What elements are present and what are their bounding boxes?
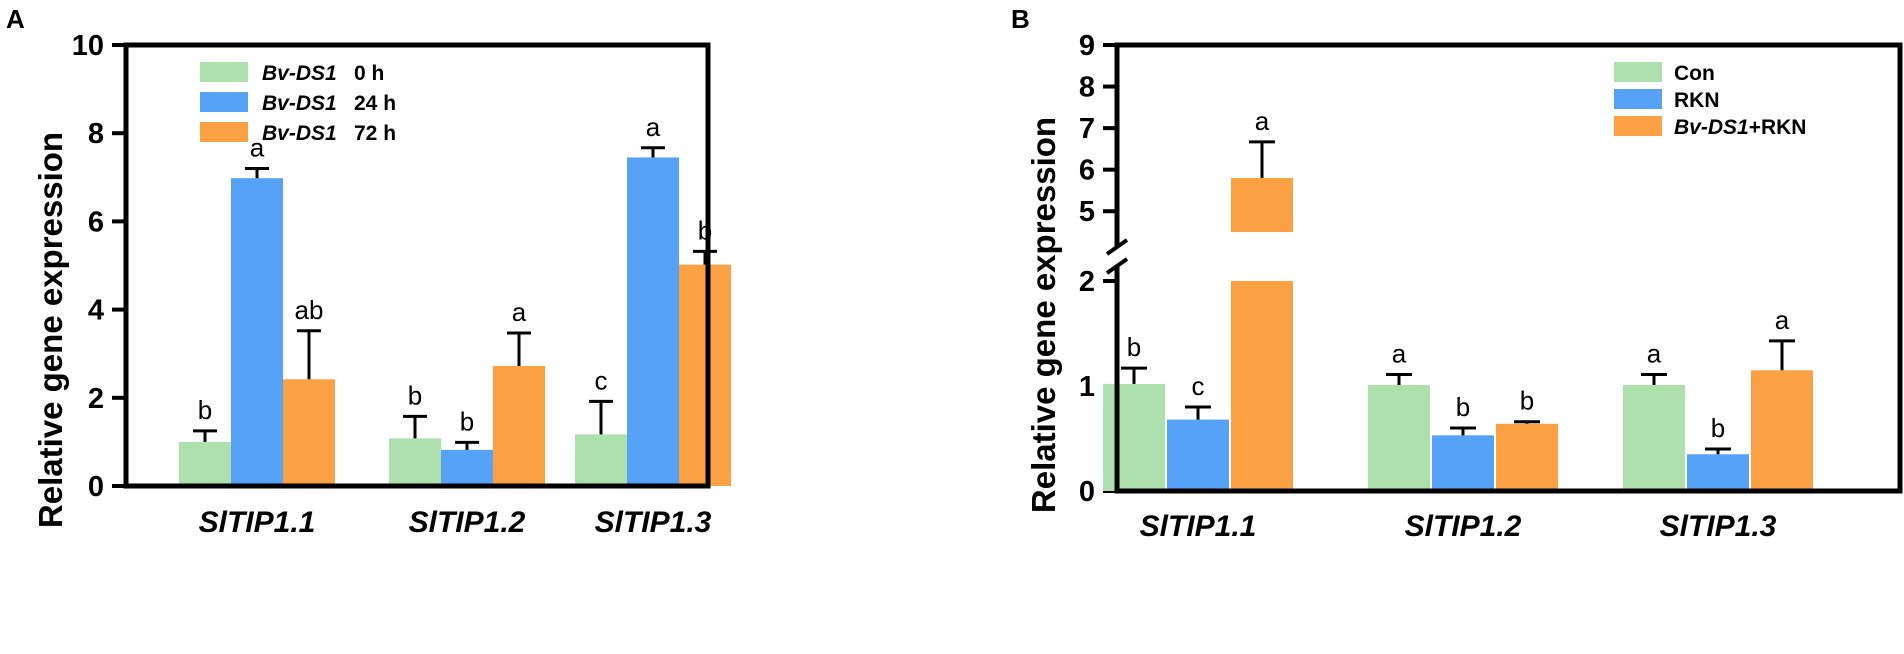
panel-b-y-tick-label: 1 — [1079, 371, 1095, 403]
panel-a-frame — [123, 42, 711, 489]
panel-b-significance-letter: c — [1192, 371, 1205, 401]
panel-b-axis-break-mark — [1105, 238, 1129, 256]
panel-b-significance-letter: b — [1456, 392, 1470, 422]
panel-b-significance-letter: a — [1775, 305, 1790, 335]
panel-b-legend: Con RKN Bv-DS1+RKN — [1614, 62, 1806, 139]
panel-b-bar — [1432, 435, 1494, 491]
panel-a-y-tick-label: 2 — [88, 383, 104, 415]
panel-a-significance-letter: b — [460, 406, 474, 436]
panel-b-y-axis-label: Relative gene expression — [1025, 117, 1062, 513]
panel-a-significance-letter: b — [408, 380, 422, 410]
panel-b-y-tick-label: 9 — [1079, 30, 1095, 62]
panel-b-legend-swatch — [1614, 62, 1662, 82]
panel-b-legend-name: RKN — [1674, 89, 1720, 112]
panel-b-bar — [1368, 384, 1430, 491]
panel-a-category-label: SlTIP1.1 — [199, 506, 316, 539]
panel-b-bar-lower — [1231, 281, 1293, 491]
panel-b-significance-letter: b — [1711, 413, 1725, 443]
panel-a-legend-name: Bv-DS1 — [262, 92, 337, 115]
panel-b-significance-letter: b — [1127, 332, 1141, 362]
panel-b-bar — [1496, 423, 1558, 491]
panel-a-significance-letter: a — [646, 112, 661, 142]
panel-b-significance-letter: a — [1647, 338, 1662, 368]
panel-b-y-tick-label: 2 — [1079, 266, 1095, 298]
panel-a-bar — [441, 449, 493, 486]
panel-a-legend-swatch — [200, 92, 248, 112]
panel-b-bar — [1167, 419, 1229, 491]
panel-b-y-tick-label: 6 — [1079, 155, 1095, 187]
panel-a-bar — [283, 379, 335, 486]
panel-b-significance-letter: a — [1392, 338, 1407, 368]
panel-a-legend-name: Bv-DS1 — [262, 62, 337, 85]
panel-a-significance-letter: c — [595, 365, 608, 395]
panel-a-bar — [179, 441, 231, 486]
panel-b-axis-break-mark — [1105, 257, 1129, 275]
panel-b-y-tick-label: 7 — [1079, 113, 1095, 145]
panel-a-category-label: SlTIP1.3 — [595, 506, 712, 539]
panel-a-y-tick-label: 4 — [88, 295, 104, 327]
panel-a-y-tick-label: 10 — [72, 30, 104, 62]
panel-a-bar — [575, 434, 627, 486]
panel-a-plot-area: 0246810baabSlTIP1.1bbaSlTIP1.2cabSlTIP1.… — [72, 30, 731, 539]
panel-b-category-label: SlTIP1.3 — [1660, 510, 1777, 543]
panel-a-y-tick-label: 0 — [88, 471, 104, 503]
panel-b-bar — [1623, 384, 1685, 491]
panel-a-bar — [231, 178, 283, 486]
panel-b-bar — [1751, 370, 1813, 491]
panel-b-significance-letter: a — [1255, 106, 1270, 136]
panel-b-frame — [1105, 42, 1903, 494]
panel-b-category-label: SlTIP1.1 — [1140, 510, 1257, 543]
panel-a-significance-letter: b — [198, 395, 212, 425]
panel-b-letter: B — [1011, 4, 1030, 34]
panel-b: B Relative gene expression 0 1 2 5 6 7 8 9 b c a Sl… — [1011, 4, 1903, 543]
panel-a-legend-name: Bv-DS1 — [262, 122, 337, 145]
panel-b-legend-swatch — [1614, 116, 1662, 136]
panel-a-significance-letter: a — [512, 297, 527, 327]
panel-b-significance-letter: b — [1520, 386, 1534, 416]
panel-a-legend-swatch — [200, 122, 248, 142]
panel-a-significance-letter: a — [250, 132, 265, 162]
panel-a-legend-swatch — [200, 62, 248, 82]
panel-a-y-tick-label: 8 — [88, 118, 104, 150]
panel-a-bar — [493, 366, 545, 486]
panel-b-legend-label: RKN — [1674, 89, 1720, 112]
panel-b-legend-name: +RKN — [1749, 116, 1807, 139]
panel-a-legend-suffix: 24 h — [354, 92, 396, 115]
panel-a-bar — [627, 157, 679, 486]
panel-b-plot-area: 0 1 2 5 6 7 8 9 b c a SlTIP1.1 a b b SlTIP1.2 a b a SlTIP1.… — [1079, 30, 1813, 543]
panel-b-legend-swatch — [1614, 89, 1662, 109]
panel-b-y-tick-label: 0 — [1079, 476, 1095, 508]
panel-a-category-label: SlTIP1.2 — [409, 506, 526, 539]
panel-b-legend-name: Con — [1674, 62, 1715, 85]
panel-a-bar — [389, 438, 441, 486]
panel-b-bar-upper — [1231, 177, 1293, 232]
panel-b-bar — [1687, 454, 1749, 491]
panel-b-category-label: SlTIP1.2 — [1405, 510, 1522, 543]
panel-a-bar — [679, 264, 731, 486]
panel-b-y-tick-label: 8 — [1079, 72, 1095, 104]
panel-b-legend-label: Con — [1674, 62, 1715, 85]
panel-a-legend-suffix: 0 h — [354, 62, 384, 85]
panel-b-bar — [1103, 383, 1165, 491]
panel-a-y-tick-label: 6 — [88, 206, 104, 238]
panel-a-legend: Bv-DS1 0 h Bv-DS1 24 h Bv-DS1 72 h — [200, 62, 396, 145]
panel-a-letter: A — [6, 4, 25, 34]
panel-a-y-axis-label: Relative gene expression — [32, 132, 69, 528]
panel-a-significance-letter: ab — [295, 295, 324, 325]
panel-b-legend-italic-part: Bv-DS1 — [1674, 116, 1749, 139]
panel-b-legend-label: Bv-DS1+RKN — [1674, 116, 1806, 139]
panel-a: A Relative gene expression 0246810baabSl… — [6, 4, 731, 539]
panel-b-y-tick-label: 5 — [1079, 196, 1095, 228]
panel-a-legend-suffix: 72 h — [354, 122, 396, 145]
